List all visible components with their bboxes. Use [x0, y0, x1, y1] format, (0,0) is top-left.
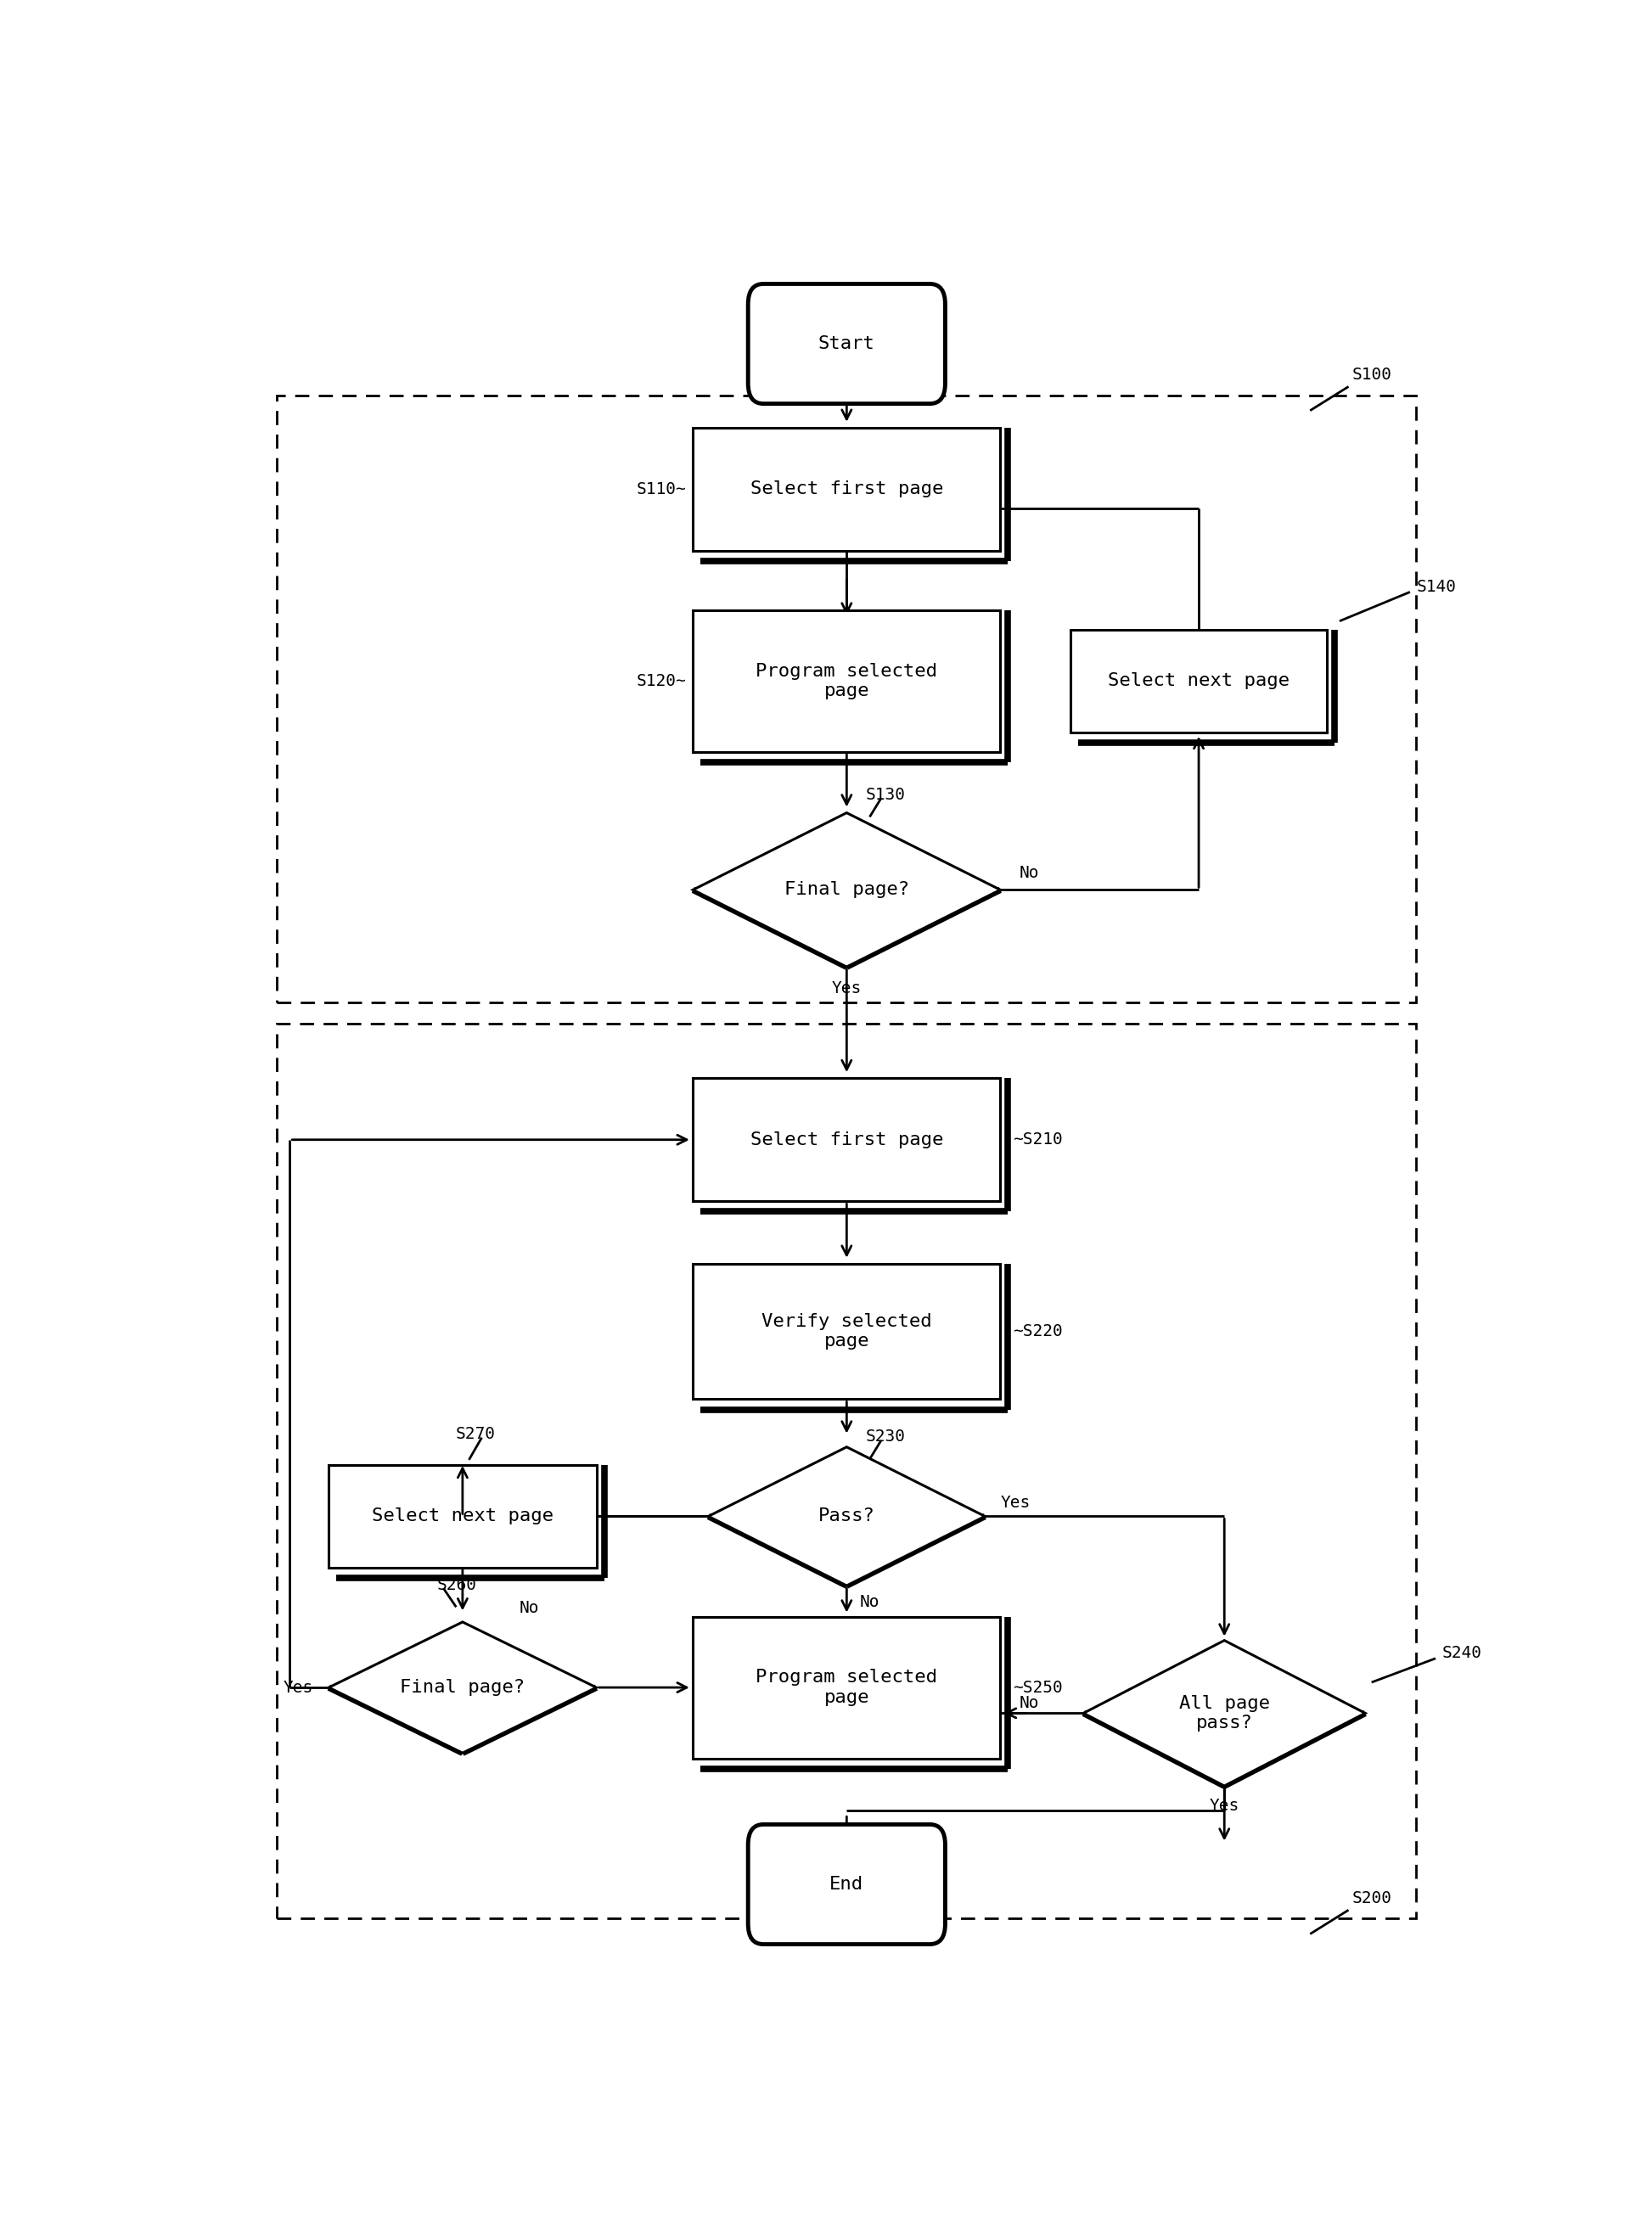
- Text: S110~: S110~: [636, 480, 687, 498]
- Text: Program selected
page: Program selected page: [757, 1669, 937, 1705]
- Text: S240: S240: [1442, 1645, 1482, 1661]
- Text: S260: S260: [438, 1576, 477, 1594]
- Text: S120~: S120~: [636, 674, 687, 689]
- Text: No: No: [519, 1601, 540, 1616]
- Bar: [278, 396, 1416, 1003]
- Text: No: No: [859, 1594, 879, 1609]
- Text: Start: Start: [818, 336, 876, 351]
- Text: S130: S130: [866, 787, 905, 803]
- Text: Yes: Yes: [1209, 1798, 1239, 1814]
- Bar: [694, 609, 1001, 751]
- Text: Pass?: Pass?: [818, 1507, 876, 1525]
- Text: Select first page: Select first page: [750, 1132, 943, 1149]
- Text: ~S220: ~S220: [1013, 1323, 1062, 1340]
- Polygon shape: [709, 1447, 985, 1585]
- Text: Yes: Yes: [831, 980, 862, 996]
- Text: No: No: [1019, 865, 1039, 880]
- Bar: [694, 427, 1001, 551]
- Text: Select next page: Select next page: [372, 1507, 553, 1525]
- Text: ~S250: ~S250: [1013, 1678, 1062, 1696]
- Text: All page
pass?: All page pass?: [1180, 1694, 1270, 1732]
- Text: Yes: Yes: [999, 1494, 1031, 1512]
- Bar: [694, 1078, 1001, 1200]
- Text: S270: S270: [456, 1427, 496, 1443]
- Bar: [694, 1263, 1001, 1398]
- Text: S230: S230: [866, 1429, 905, 1445]
- Polygon shape: [329, 1623, 596, 1754]
- Text: Final page?: Final page?: [785, 880, 909, 898]
- Polygon shape: [694, 814, 999, 967]
- Text: Verify selected
page: Verify selected page: [762, 1314, 932, 1349]
- Text: Program selected
page: Program selected page: [757, 662, 937, 700]
- Text: S140: S140: [1416, 578, 1457, 596]
- Text: S100: S100: [1353, 367, 1393, 382]
- FancyBboxPatch shape: [748, 1825, 945, 1945]
- Text: End: End: [829, 1876, 864, 1892]
- Text: ~S210: ~S210: [1013, 1132, 1062, 1147]
- Polygon shape: [1084, 1641, 1365, 1785]
- Bar: [329, 1465, 596, 1567]
- Text: Select first page: Select first page: [750, 480, 943, 498]
- Bar: [694, 1616, 1001, 1758]
- Bar: [278, 1023, 1416, 1918]
- FancyBboxPatch shape: [748, 285, 945, 405]
- Text: No: No: [1019, 1694, 1039, 1712]
- Text: Yes: Yes: [284, 1678, 314, 1696]
- Text: Select next page: Select next page: [1108, 674, 1290, 689]
- Text: S200: S200: [1353, 1890, 1393, 1907]
- Bar: [1070, 629, 1327, 731]
- Text: Final page?: Final page?: [400, 1678, 525, 1696]
